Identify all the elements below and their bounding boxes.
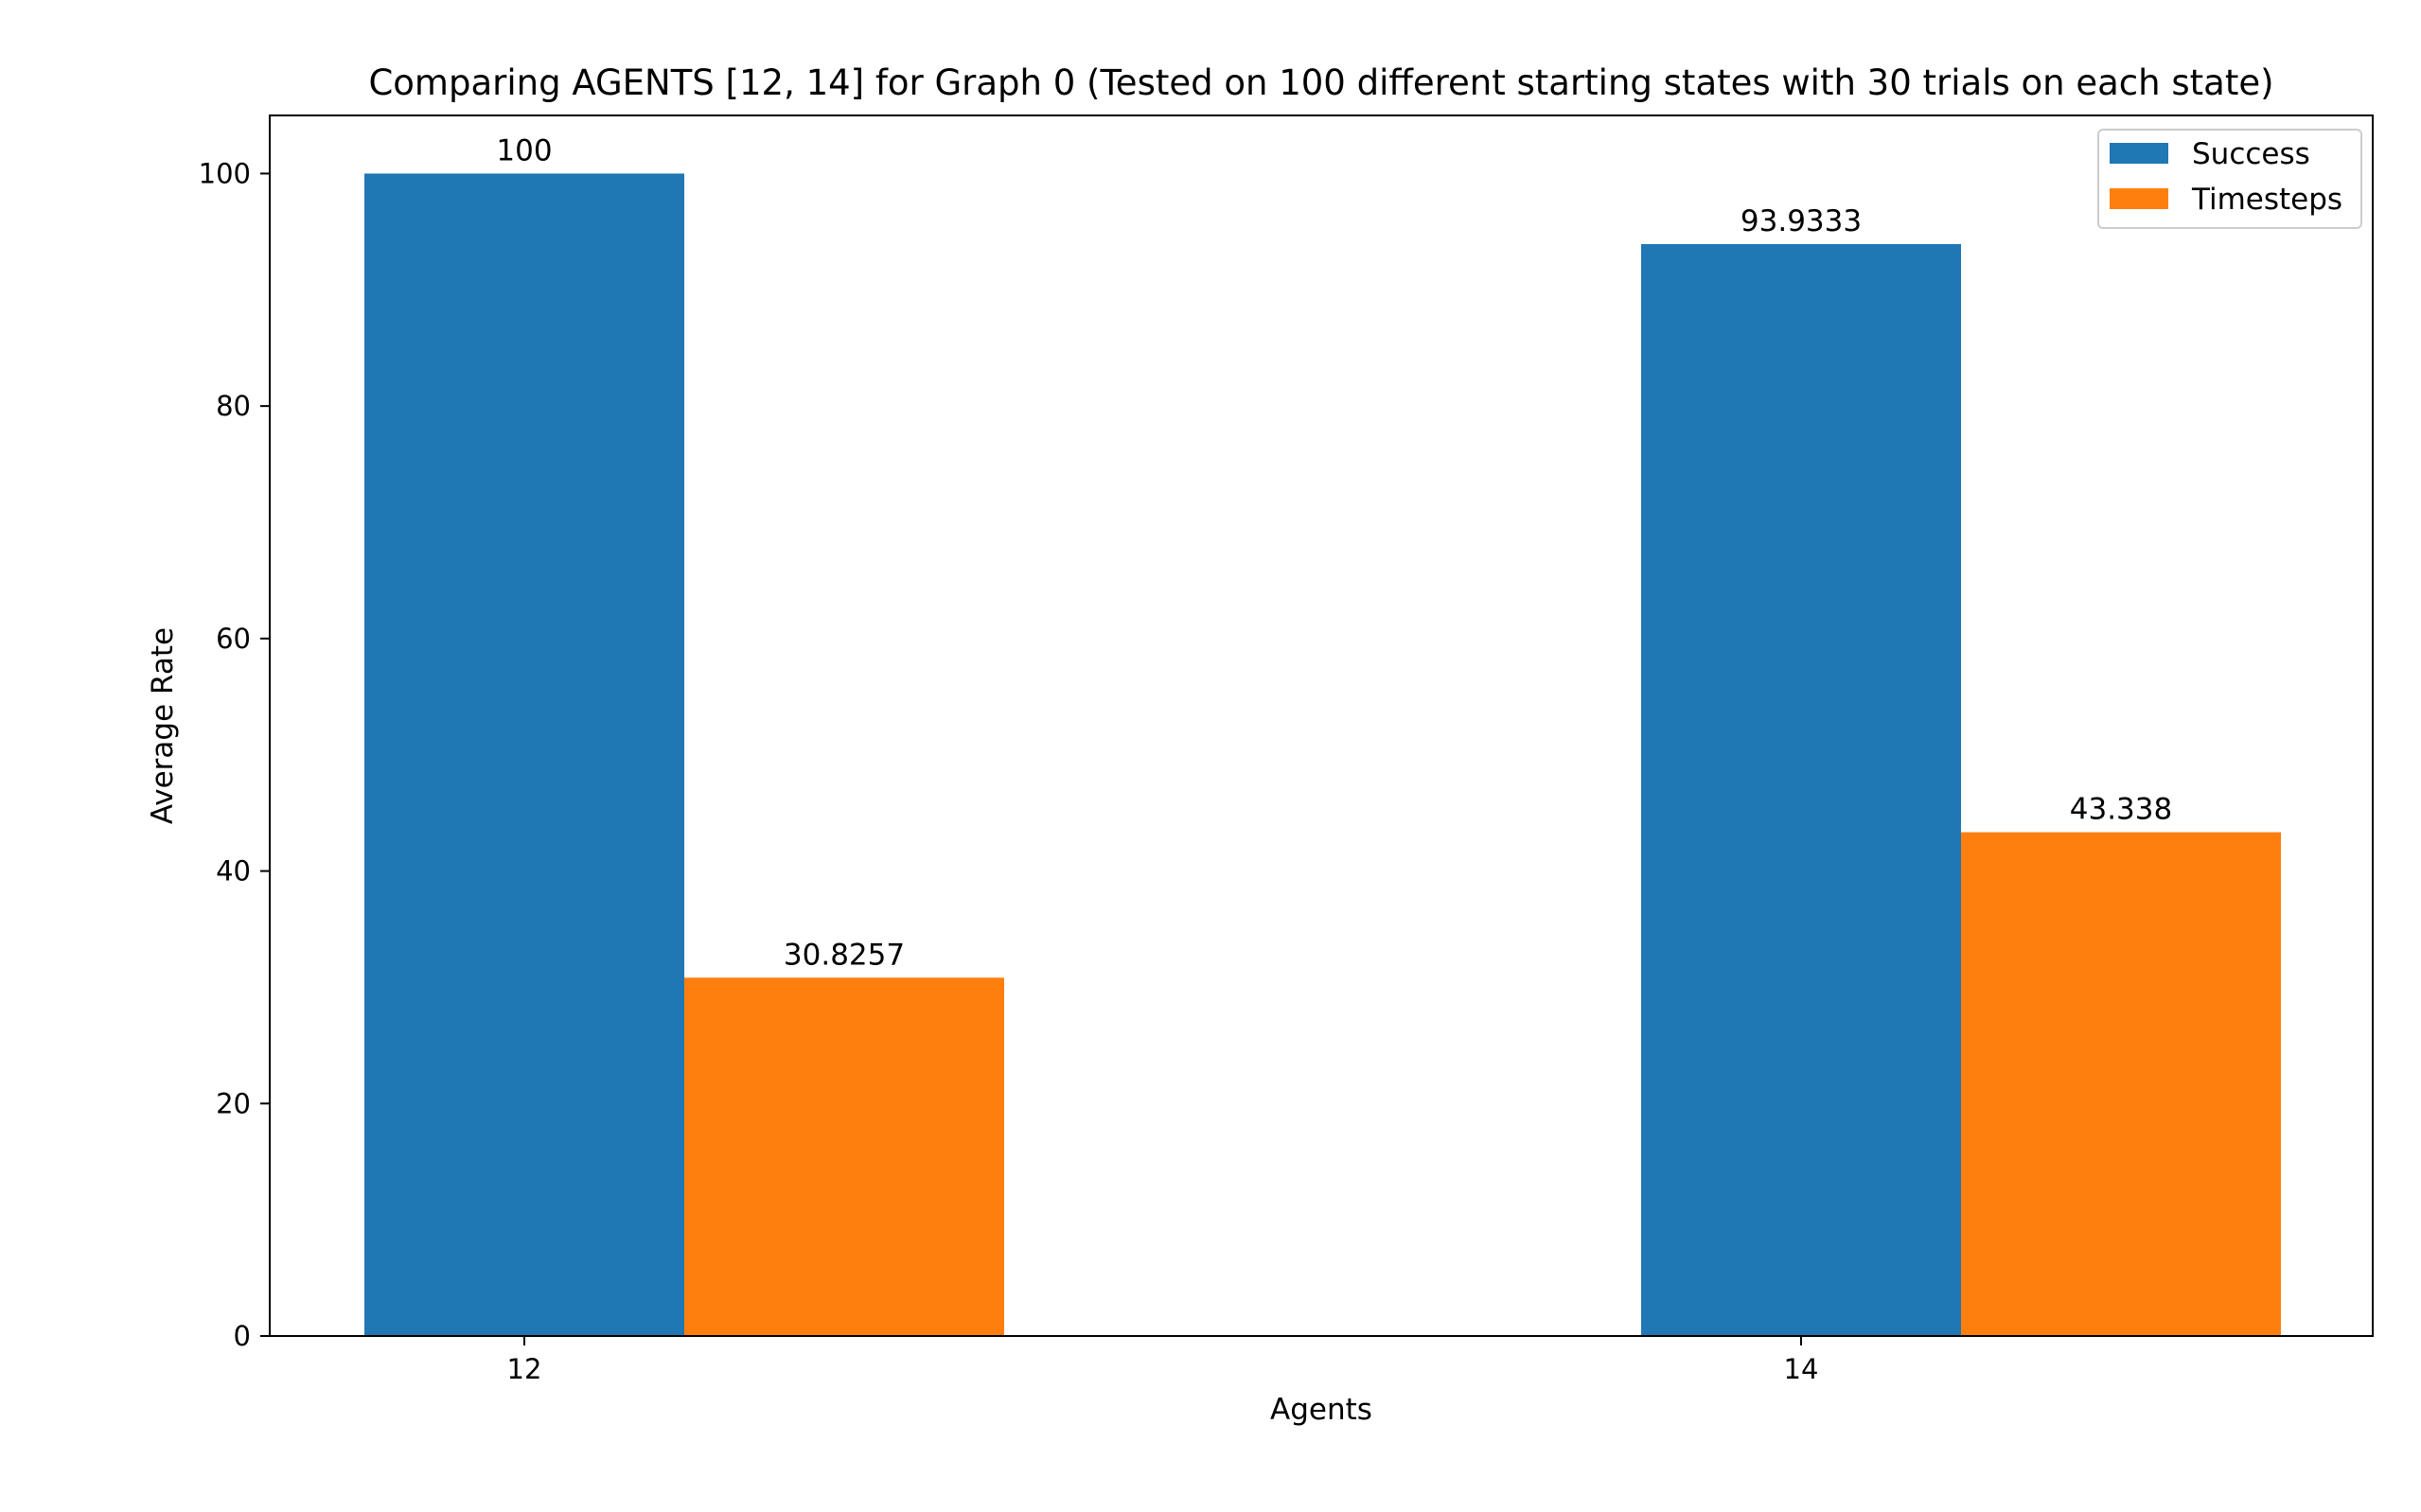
bar-timesteps-14 <box>1961 832 2281 1336</box>
data-labels-group: 100 93.9333 30.8257 43.338 <box>496 133 2172 972</box>
bar-timesteps-12 <box>684 977 1004 1336</box>
bars-group <box>364 173 2281 1337</box>
x-tick-label-12: 12 <box>507 1353 542 1385</box>
y-tick-label-0: 0 <box>234 1320 251 1352</box>
legend-label-success: Success <box>2192 137 2310 171</box>
chart-title: Comparing AGENTS [12, 14] for Graph 0 (T… <box>368 62 2273 103</box>
legend: Success Timesteps <box>2097 129 2362 229</box>
y-tick-label-20: 20 <box>216 1087 251 1119</box>
y-tick-label-80: 80 <box>216 390 251 422</box>
plot-frame <box>269 114 2374 1337</box>
legend-swatch-timesteps <box>2110 188 2168 209</box>
y-tick-label-40: 40 <box>216 855 251 888</box>
y-tick-label-60: 60 <box>216 623 251 655</box>
x-axis: 12 14 <box>507 1336 1819 1385</box>
data-label-success-12: 100 <box>496 133 552 167</box>
data-label-timesteps-14: 43.338 <box>2070 793 2172 827</box>
data-label-timesteps-12: 30.8257 <box>784 938 905 972</box>
y-axis-label: Average Rate <box>146 627 180 824</box>
y-axis: 0 20 40 60 80 100 <box>199 157 270 1352</box>
bar-success-14 <box>1641 243 1961 1337</box>
legend-label-timesteps: Timesteps <box>2191 183 2342 217</box>
y-tick-label-100: 100 <box>199 157 251 189</box>
legend-swatch-success <box>2110 143 2168 164</box>
x-tick-label-14: 14 <box>1784 1353 1819 1385</box>
x-axis-label: Agents <box>1270 1393 1372 1427</box>
bar-success-12 <box>364 173 684 1336</box>
data-label-success-14: 93.9333 <box>1741 204 1862 238</box>
